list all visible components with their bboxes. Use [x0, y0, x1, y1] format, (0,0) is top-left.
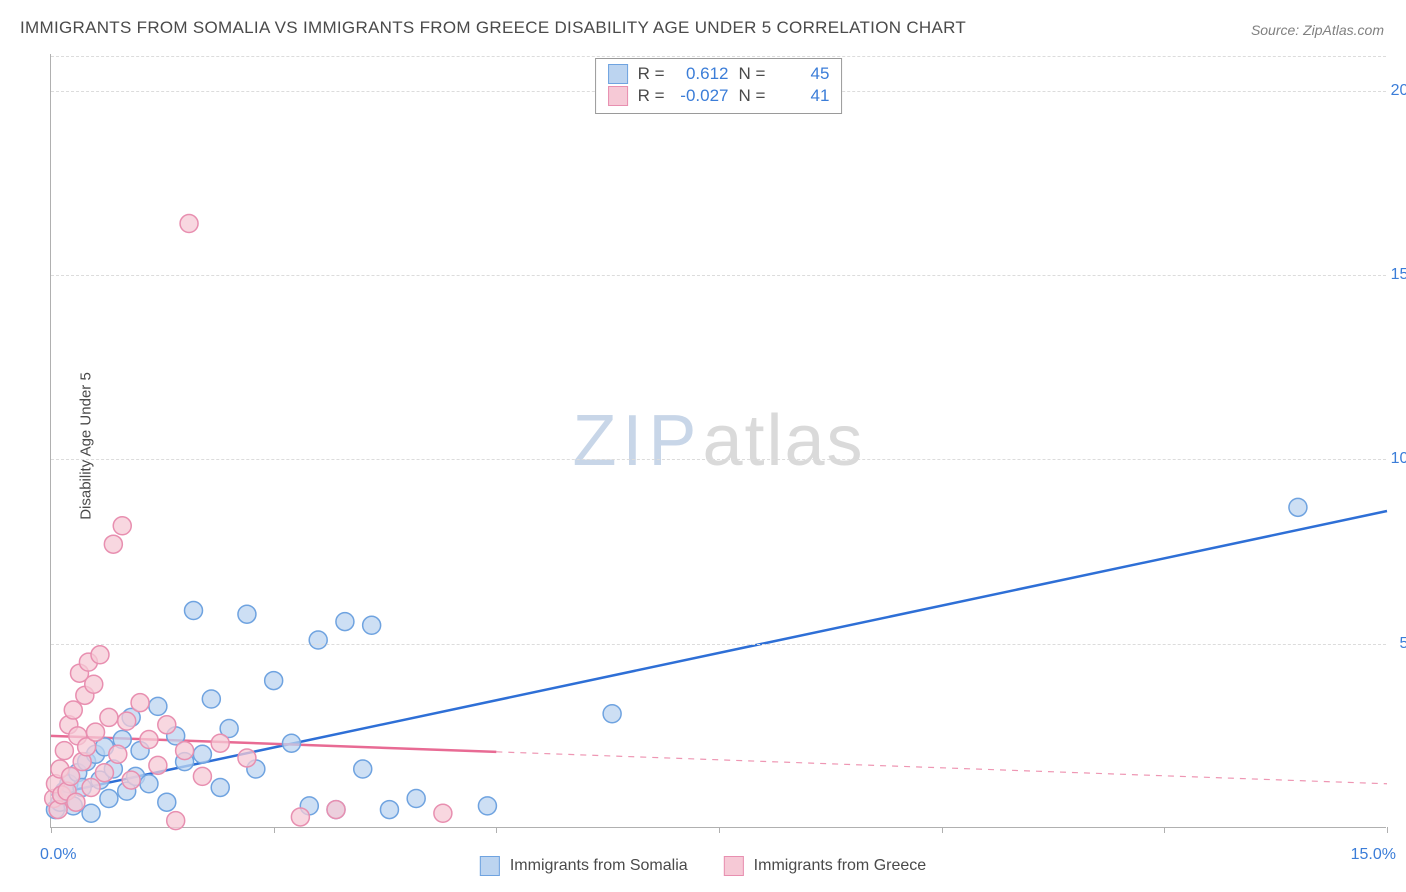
legend-label-somalia: Immigrants from Somalia	[510, 857, 688, 875]
r-label-2: R =	[638, 85, 665, 107]
legend-swatch-somalia	[480, 856, 500, 876]
swatch-somalia	[608, 64, 628, 84]
chart-svg	[51, 54, 1387, 828]
stats-row-1: R = 0.612 N = 45	[608, 63, 830, 85]
r-label-1: R =	[638, 63, 665, 85]
legend-item-greece: Immigrants from Greece	[724, 856, 926, 876]
bottom-legend: Immigrants from Somalia Immigrants from …	[480, 856, 926, 876]
x-tick-label-min: 0.0%	[40, 846, 76, 864]
stats-row-2: R = -0.027 N = 41	[608, 85, 830, 107]
n-label-1: N =	[739, 63, 766, 85]
plot-area: ZIPatlas 5.0%10.0%15.0%20.0% R = 0.612 N…	[50, 54, 1386, 828]
r-value-1: 0.612	[675, 63, 729, 85]
n-label-2: N =	[739, 85, 766, 107]
r-value-2: -0.027	[675, 85, 729, 107]
legend-label-greece: Immigrants from Greece	[754, 857, 926, 875]
stats-box: R = 0.612 N = 45 R = -0.027 N = 41	[595, 58, 843, 114]
legend-swatch-greece	[724, 856, 744, 876]
swatch-greece	[608, 86, 628, 106]
x-tick-label-max: 15.0%	[1351, 846, 1396, 864]
source-label: Source: ZipAtlas.com	[1251, 22, 1384, 38]
n-value-1: 45	[775, 63, 829, 85]
legend-item-somalia: Immigrants from Somalia	[480, 856, 688, 876]
chart-title: IMMIGRANTS FROM SOMALIA VS IMMIGRANTS FR…	[20, 18, 966, 38]
n-value-2: 41	[775, 85, 829, 107]
